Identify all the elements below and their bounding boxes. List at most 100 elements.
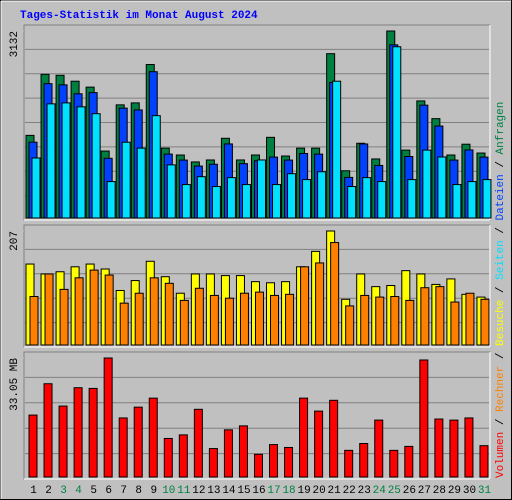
legend-entry: Dateien [495, 174, 507, 220]
x-tick-label: 26 [403, 485, 416, 497]
bar [390, 296, 400, 346]
legend-entry: Seiten [495, 240, 507, 280]
chart-title: Tages-Statistik im Monat August 2024 [20, 10, 258, 22]
bar [193, 408, 203, 478]
bar [362, 177, 372, 219]
bar [374, 419, 384, 478]
x-tick-label: 12 [192, 485, 205, 497]
y-tick-label: 33.05 MB [9, 358, 21, 411]
x-tick-label: 19 [297, 485, 310, 497]
bar [149, 277, 159, 346]
x-tick-label: 5 [90, 485, 97, 497]
bar [241, 184, 251, 219]
bar [209, 294, 219, 346]
x-tick-label: 18 [282, 485, 295, 497]
bar [61, 102, 71, 219]
bar [287, 173, 297, 219]
x-tick-label: 9 [150, 485, 157, 497]
x-tick-label: 6 [105, 485, 112, 497]
bar [136, 147, 146, 219]
bar [74, 277, 84, 346]
x-tick-label: 13 [207, 485, 220, 497]
x-tick-label: 27 [418, 485, 431, 497]
x-tick-label: 21 [328, 485, 342, 497]
bar [480, 298, 490, 346]
bar [29, 296, 39, 346]
bar [224, 297, 234, 346]
bar [450, 301, 460, 346]
legend-entry: Volumen [495, 432, 507, 478]
bar [151, 115, 161, 219]
bar [270, 294, 280, 346]
bar [179, 299, 189, 346]
x-tick-label: 1 [30, 485, 37, 497]
bar [449, 419, 459, 478]
bar [272, 184, 282, 219]
bar [317, 171, 327, 219]
bar [332, 80, 342, 219]
legend: Volumen / Rechner / Besuche / Seiten / D… [495, 102, 507, 478]
bar [315, 262, 325, 346]
bar [467, 181, 477, 219]
legend-separator: / [495, 412, 507, 432]
x-tick-label: 29 [448, 485, 461, 497]
bar [284, 446, 294, 478]
bar [208, 448, 218, 478]
bar [482, 179, 492, 219]
bar [375, 296, 385, 346]
x-tick-label: 17 [267, 485, 280, 497]
legend-separator: / [495, 280, 507, 300]
legend-separator: / [495, 154, 507, 174]
x-tick-label: 14 [222, 485, 236, 497]
bar [285, 293, 295, 346]
x-tick-label: 20 [313, 485, 326, 497]
bar [238, 425, 248, 478]
bar [104, 274, 114, 346]
bar [43, 383, 53, 478]
bar [452, 184, 462, 219]
bar [269, 444, 279, 478]
bar [76, 106, 86, 219]
bar [407, 179, 417, 219]
x-tick-label: 7 [120, 485, 127, 497]
x-tick-label: 24 [373, 485, 387, 497]
bar [134, 292, 144, 346]
bar [299, 397, 309, 478]
x-tick-label: 15 [237, 485, 250, 497]
bar [239, 292, 249, 346]
bar [360, 294, 370, 346]
bar [181, 184, 191, 219]
bar [253, 453, 263, 478]
bar [119, 302, 129, 346]
bar [347, 186, 357, 219]
bar [254, 291, 264, 346]
bar [46, 103, 56, 219]
legend-entry: Besuche [495, 300, 507, 346]
x-tick-label: 10 [162, 485, 175, 497]
bar [435, 286, 445, 346]
bar [345, 305, 355, 346]
bar [419, 359, 429, 478]
x-tick-label: 31 [478, 485, 492, 497]
bar [226, 177, 236, 219]
bar [163, 437, 173, 478]
bar [73, 387, 83, 478]
bar [404, 445, 414, 478]
bar [178, 434, 188, 478]
bar [300, 266, 310, 346]
bar [223, 429, 233, 478]
x-tick-label: 2 [45, 485, 52, 497]
bar [194, 287, 204, 346]
x-tick-label: 11 [177, 485, 191, 497]
bar [164, 282, 174, 346]
bar [344, 449, 354, 478]
x-tick-label: 28 [433, 485, 446, 497]
bar [256, 159, 266, 219]
bar [405, 299, 415, 346]
x-tick-label: 4 [75, 485, 82, 497]
y-tick-label: 3132 [9, 31, 21, 57]
x-tick-label: 30 [463, 485, 476, 497]
x-tick-label: 8 [135, 485, 142, 497]
bar [166, 164, 176, 219]
